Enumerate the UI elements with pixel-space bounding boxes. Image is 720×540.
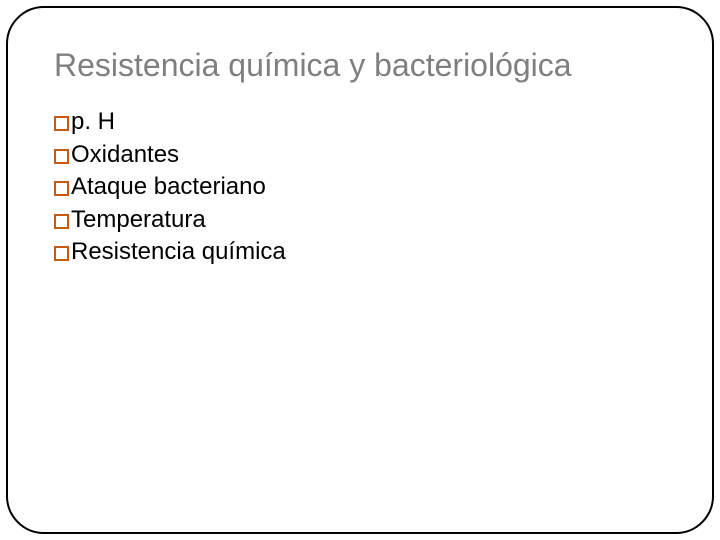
list-item: Resistencia química	[54, 236, 666, 268]
bullet-list: p. H Oxidantes Ataque bacteriano Tempera…	[54, 106, 666, 268]
square-bullet-icon	[54, 181, 69, 196]
square-bullet-icon	[54, 149, 69, 164]
list-item-label: Oxidantes	[71, 139, 179, 171]
square-bullet-icon	[54, 214, 69, 229]
list-item: Ataque bacteriano	[54, 171, 666, 203]
square-bullet-icon	[54, 246, 69, 261]
list-item: p. H	[54, 106, 666, 138]
slide-title: Resistencia química y bacteriológica	[54, 46, 666, 84]
list-item-label: Ataque bacteriano	[71, 171, 266, 203]
list-item-label: Resistencia química	[71, 236, 286, 268]
list-item: Temperatura	[54, 204, 666, 236]
list-item: Oxidantes	[54, 139, 666, 171]
slide-frame: Resistencia química y bacteriológica p. …	[6, 6, 714, 534]
square-bullet-icon	[54, 116, 69, 131]
list-item-label: p. H	[71, 106, 115, 138]
list-item-label: Temperatura	[71, 204, 206, 236]
